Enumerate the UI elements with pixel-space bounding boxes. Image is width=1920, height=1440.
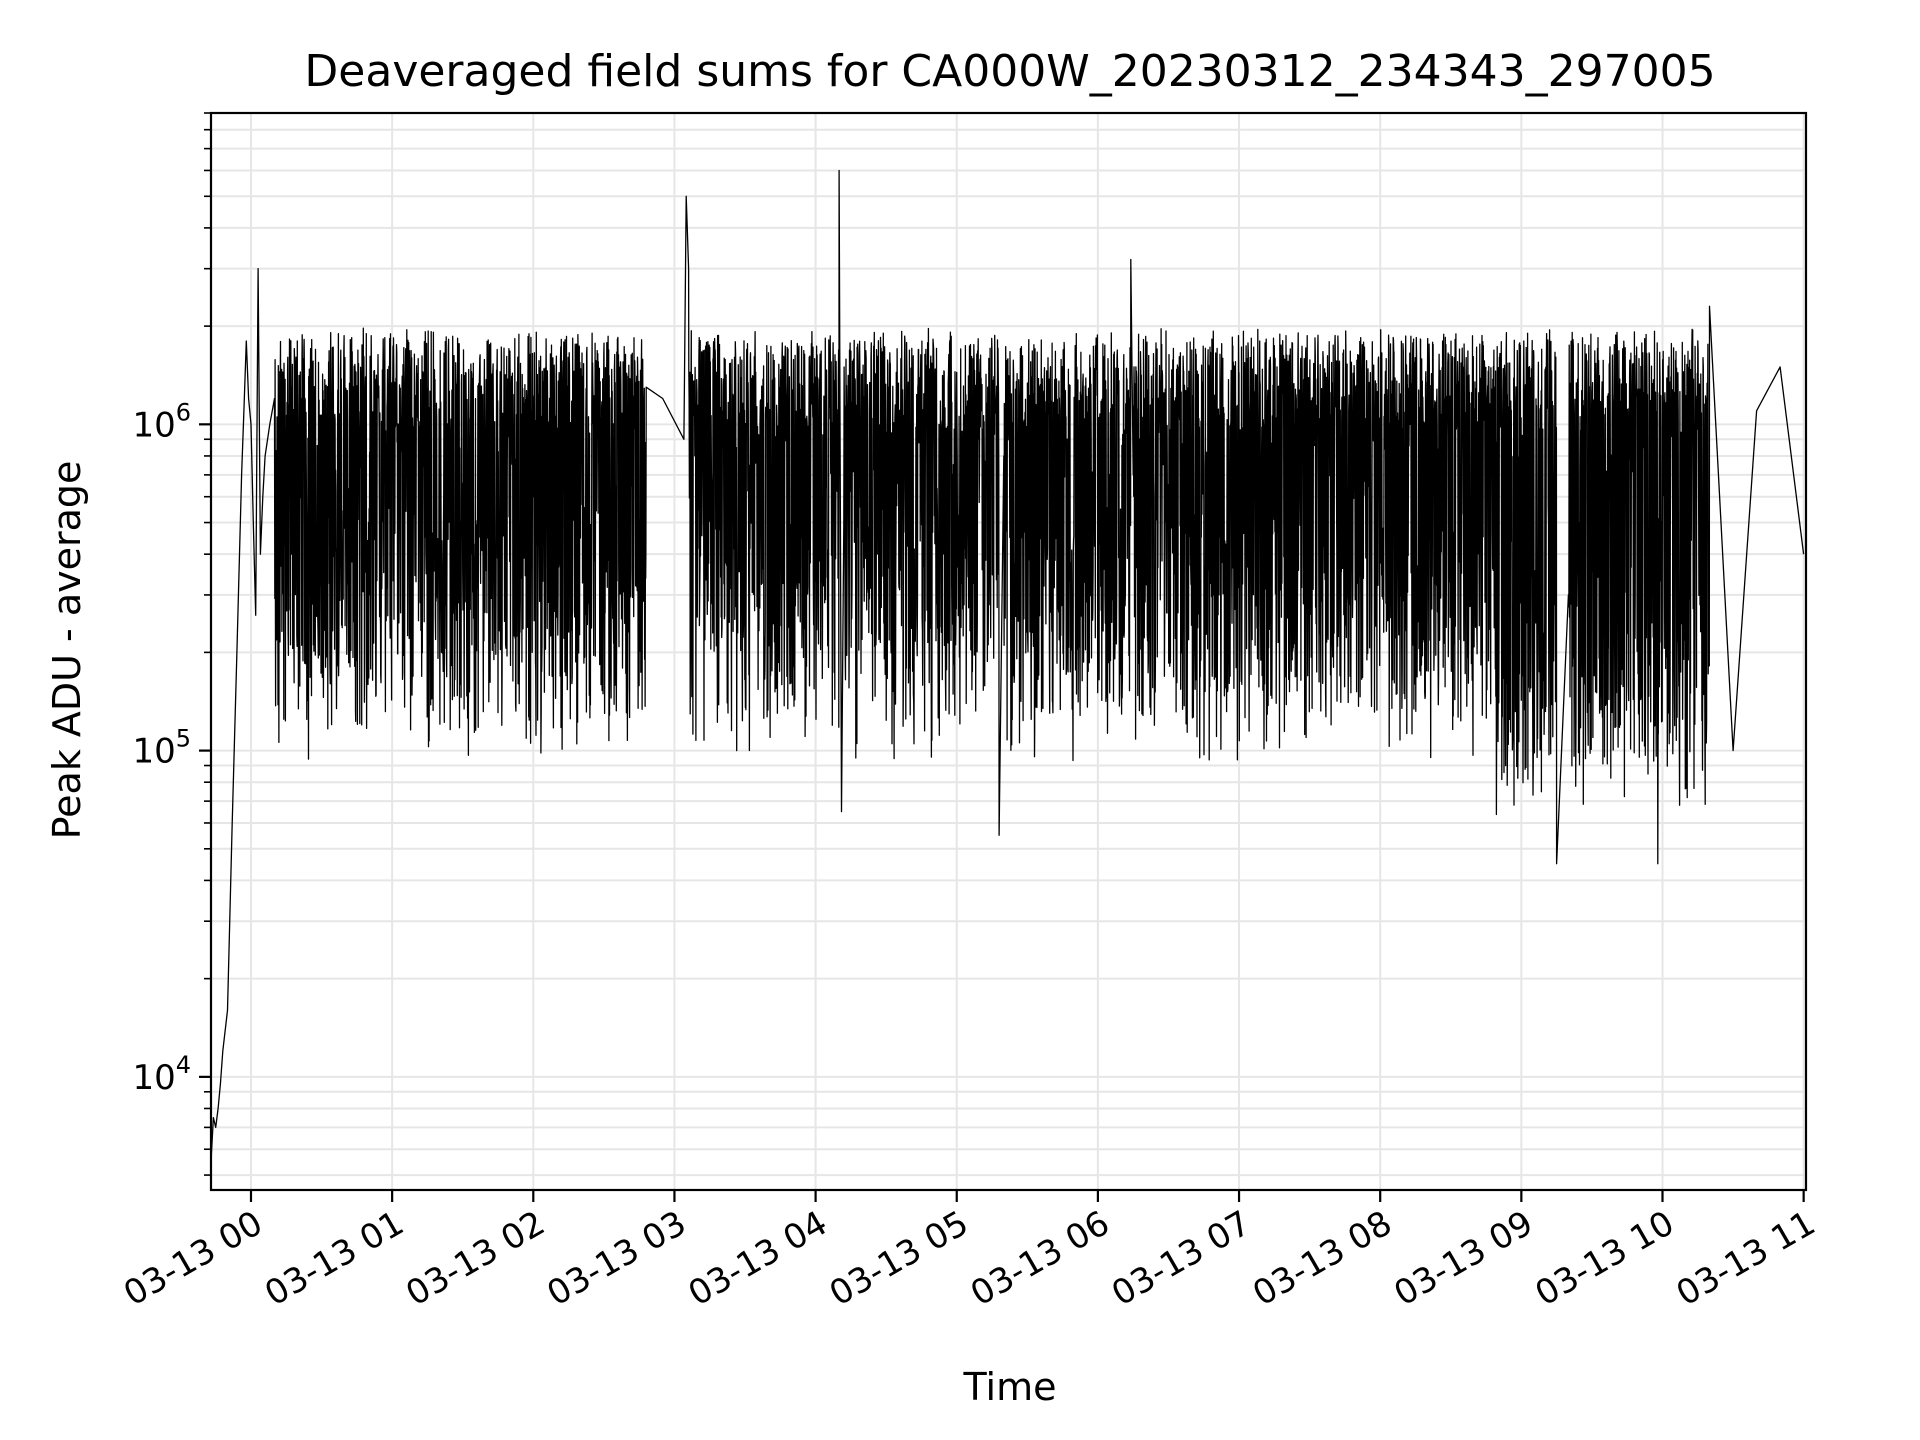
x-axis-label: Time xyxy=(963,1365,1057,1409)
y-tick-label: 104 xyxy=(132,1051,191,1098)
chart-title: Deaveraged field sums for CA000W_2023031… xyxy=(304,46,1715,97)
grid xyxy=(211,112,1806,1190)
series-line xyxy=(210,169,1805,1162)
data-line xyxy=(210,169,1805,1162)
x-tick-label: 03-13 02 xyxy=(399,1203,551,1314)
x-tick-label: 03-13 11 xyxy=(1670,1203,1822,1314)
x-tick-label: 03-13 06 xyxy=(964,1203,1116,1314)
y-axis-label: Peak ADU - average xyxy=(45,461,89,840)
y-tick-label: 105 xyxy=(132,725,191,772)
x-tick-label: 03-13 07 xyxy=(1105,1203,1257,1314)
x-tick-label: 03-13 09 xyxy=(1387,1203,1539,1314)
x-tick-label: 03-13 08 xyxy=(1246,1203,1398,1314)
x-tick-label: 03-13 10 xyxy=(1529,1203,1681,1314)
plot-frame xyxy=(209,111,1808,1192)
y-tick-label: 106 xyxy=(132,398,191,445)
x-tick-label: 03-13 00 xyxy=(117,1203,269,1314)
x-tick-label: 03-13 03 xyxy=(541,1203,693,1314)
y-axis: 104 105 106 xyxy=(132,112,211,1176)
x-tick-label: 03-13 04 xyxy=(682,1203,834,1314)
x-tick-label: 03-13 01 xyxy=(258,1203,410,1314)
x-tick-label: 03-13 05 xyxy=(823,1203,975,1314)
